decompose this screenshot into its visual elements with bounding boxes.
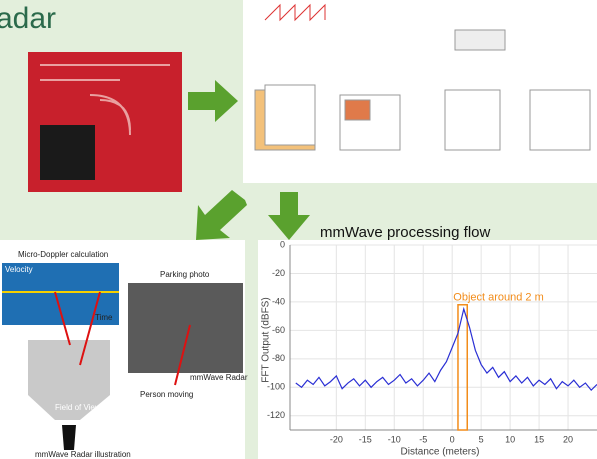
label: mmWave Radar xyxy=(190,373,248,382)
x-axis-label: Distance (meters) xyxy=(401,447,480,458)
label: Parking photo xyxy=(160,270,210,279)
parking-photo xyxy=(128,283,243,373)
x-tick-label: -15 xyxy=(359,434,372,444)
label: Velocity xyxy=(5,265,33,274)
label: mmWave Radar illustration xyxy=(35,450,131,459)
label: Field of View xyxy=(55,403,101,412)
y-tick-label: -120 xyxy=(267,410,285,420)
caption: mmWave processing flow xyxy=(320,224,490,241)
fft-panel xyxy=(258,240,597,459)
x-tick-label: 15 xyxy=(534,434,544,444)
y-tick-label: -60 xyxy=(272,325,285,335)
x-tick-label: 10 xyxy=(505,434,515,444)
y-tick-label: -40 xyxy=(272,296,285,306)
arrow-down-left xyxy=(196,190,247,240)
y-tick-label: -100 xyxy=(267,382,285,392)
pcb-traces xyxy=(40,64,170,136)
label: Micro-Doppler calculation xyxy=(18,250,108,259)
label: Person moving xyxy=(140,390,193,399)
label: Time xyxy=(95,313,113,322)
x-tick-label: -10 xyxy=(388,434,401,444)
annotation: Object around 2 m xyxy=(453,292,544,304)
y-tick-label: -80 xyxy=(272,353,285,363)
x-tick-label: -20 xyxy=(330,434,343,444)
pcb-chip xyxy=(40,125,95,180)
fft-plot: FFT Output (dBFS) Distance (meters) 0 -20… xyxy=(261,239,597,458)
x-tick-label: 20 xyxy=(563,434,573,444)
y-tick-label: -20 xyxy=(272,268,285,278)
pointer-arrows xyxy=(54,291,191,386)
arrow-down xyxy=(268,192,310,240)
fft-line xyxy=(295,306,597,392)
arrow-right xyxy=(188,80,238,122)
x-tick-label: 5 xyxy=(479,434,484,444)
highlight-box xyxy=(457,304,468,431)
y-tick-label: 0 xyxy=(280,239,285,249)
x-tick-label: 0 xyxy=(450,434,455,444)
heading: adar xyxy=(0,2,56,35)
diagram-shapes xyxy=(254,3,591,151)
y-axis-label: FFT Output (dBFS) xyxy=(261,297,272,382)
fov-shape xyxy=(28,340,110,420)
radar-icon xyxy=(62,425,76,450)
x-tick-label: -5 xyxy=(419,434,427,444)
